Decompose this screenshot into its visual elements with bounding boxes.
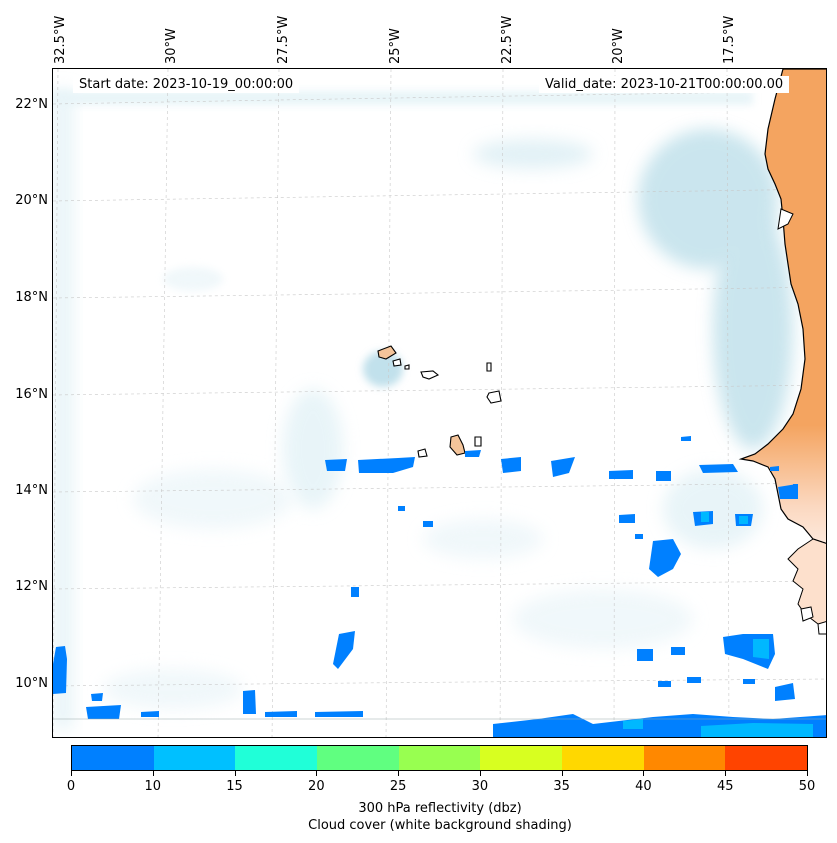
colorbar-segment-6: [562, 746, 644, 770]
colorbar-segment-7: [643, 746, 726, 770]
africa-mainland: [738, 69, 826, 544]
colorbar-segment-0: [72, 746, 154, 770]
lat-label-20n: 20°N: [15, 193, 48, 208]
map-panel: [52, 68, 827, 738]
start-date-label: Start date: 2023-10-19_00:00:00: [73, 76, 300, 93]
colorbar-tick-label: 35: [553, 779, 570, 794]
cape-verde-islands: [377, 345, 502, 458]
colorbar-tick-mark: [725, 771, 727, 776]
lat-label-18n: 18°N: [15, 290, 48, 305]
gridlines: [53, 69, 826, 737]
colorbar-tick-label: 30: [471, 779, 489, 794]
lon-label-25w: 25°W: [388, 28, 403, 64]
colorbar-tick-label: 0: [66, 779, 76, 794]
colorbar-tick-mark: [561, 771, 563, 776]
bijagos-islands: [800, 606, 826, 635]
colorbar-tick-mark: [152, 771, 154, 776]
lon-label-20w: 20°W: [611, 28, 626, 64]
colorbar-tick-label: 15: [226, 779, 243, 794]
colorbar-tick-mark: [643, 771, 645, 776]
colorbar-segment-4: [398, 746, 481, 770]
cloud-cover-shading: [53, 89, 793, 729]
colorbar-segment-3: [317, 746, 399, 770]
lon-label-17-5w: 17.5°W: [722, 15, 737, 64]
coast-inlet: [777, 208, 794, 230]
lon-label-27-5w: 27.5°W: [276, 15, 291, 64]
colorbar-tick-mark: [807, 771, 808, 776]
colorbar-segment-8: [725, 746, 808, 770]
lat-label-12n: 12°N: [15, 579, 48, 594]
lat-label-10n: 10°N: [15, 676, 48, 691]
lat-label-16n: 16°N: [15, 387, 48, 402]
guinea-bissau-coast: [787, 538, 826, 629]
map-canvas: [53, 69, 826, 737]
colorbar-tick-label: 20: [308, 779, 325, 794]
lon-label-32-5w: 32.5°W: [53, 15, 68, 64]
colorbar-tick-mark: [234, 771, 236, 776]
colorbar-segment-5: [480, 746, 563, 770]
colorbar-segment-1: [153, 746, 236, 770]
colorbar-tick-mark: [316, 771, 318, 776]
colorbar-label: 300 hPa reflectivity (dbz): [358, 801, 522, 816]
lon-label-30w: 30°W: [164, 28, 179, 64]
colorbar-segment-2: [235, 746, 318, 770]
colorbar-tick-label: 40: [635, 779, 652, 794]
colorbar-tick-mark: [479, 771, 481, 776]
lat-label-14n: 14°N: [15, 483, 48, 498]
colorbar-tick-label: 45: [716, 779, 734, 794]
reflectivity-cores: [623, 512, 813, 737]
colorbar-tick-mark: [71, 771, 72, 776]
colorbar-tick-label: 10: [144, 779, 162, 794]
lon-label-22-5w: 22.5°W: [500, 15, 515, 64]
reflectivity-colorbar: [71, 745, 808, 771]
colorbar-tick-mark: [398, 771, 400, 776]
colorbar-tick-label: 25: [389, 779, 407, 794]
valid-date-label: Valid_date: 2023-10-21T00:00:00.00: [539, 76, 790, 93]
colorbar-tick-label: 50: [798, 779, 816, 794]
lat-label-22n: 22°N: [15, 97, 48, 112]
colorbar-sublabel: Cloud cover (white background shading): [308, 818, 572, 833]
